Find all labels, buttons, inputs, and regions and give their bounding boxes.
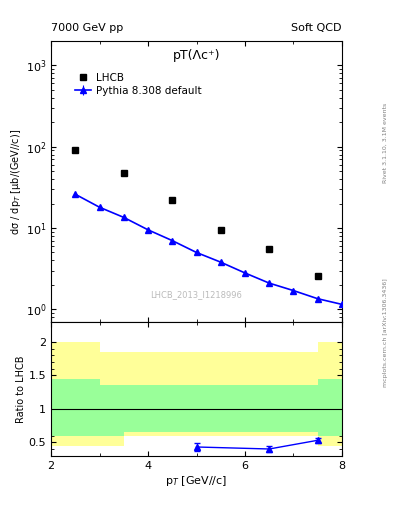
Legend: LHCB, Pythia 8.308 default: LHCB, Pythia 8.308 default [71,69,206,100]
LHCB [170,197,174,203]
Bar [124,352,221,436]
X-axis label: p$_{T}$ [GeV∕/c]: p$_{T}$ [GeV∕/c] [165,473,228,488]
LHCB [219,227,223,233]
Line: LHCB: LHCB [72,147,321,279]
Bar [99,352,124,445]
Bar [51,342,99,445]
Bar [99,386,124,436]
LHCB [267,246,272,252]
Bar [318,342,342,445]
Bar [221,352,318,436]
Text: mcplots.cern.ch [arXiv:1306.3436]: mcplots.cern.ch [arXiv:1306.3436] [383,279,387,387]
Text: 7000 GeV pp: 7000 GeV pp [51,23,123,33]
Text: Rivet 3.1.10, 3.1M events: Rivet 3.1.10, 3.1M events [383,103,387,183]
Text: Soft QCD: Soft QCD [292,23,342,33]
Text: pT(Λc⁺): pT(Λc⁺) [173,49,220,62]
LHCB [121,170,126,177]
Bar [221,386,318,432]
Bar [124,386,221,432]
Bar [318,379,342,436]
LHCB [315,272,320,279]
Text: LHCB_2013_I1218996: LHCB_2013_I1218996 [151,290,242,300]
Bar [51,379,99,436]
Y-axis label: Ratio to LHCB: Ratio to LHCB [16,355,26,422]
LHCB [73,147,78,154]
Y-axis label: dσ / dp$_{T}$ [μb/(GeV/∕c)]: dσ / dp$_{T}$ [μb/(GeV/∕c)] [9,129,23,234]
